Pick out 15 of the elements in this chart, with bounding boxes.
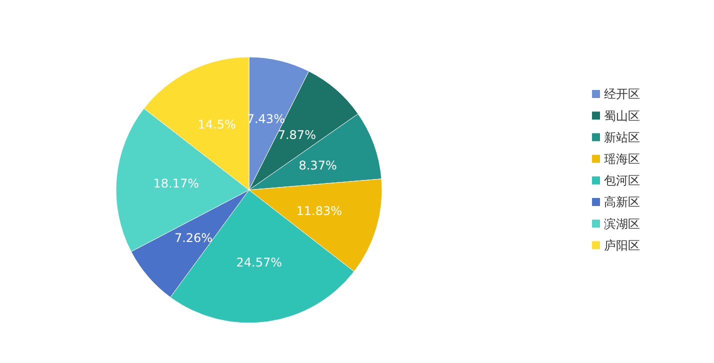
data-label: 8.37%	[298, 158, 337, 172]
legend-label: 新站区	[604, 130, 640, 144]
data-label: 7.87%	[278, 128, 316, 142]
data-label: 11.83%	[296, 204, 342, 218]
data-label: 24.57%	[236, 256, 282, 270]
data-label: 7.26%	[174, 230, 213, 245]
legend-label: 经开区	[604, 87, 640, 102]
legend-label: 滨湖区	[604, 216, 640, 231]
data-label: 18.17%	[153, 176, 200, 191]
legend-label: 蜀山区	[604, 108, 640, 123]
legend-label: 包河区	[604, 174, 640, 188]
legend-label: 高新区	[604, 195, 640, 210]
data-label: 14.5%	[198, 118, 236, 132]
legend-label: 庐阳区	[604, 238, 640, 252]
legend-label: 瑶海区	[604, 152, 640, 166]
